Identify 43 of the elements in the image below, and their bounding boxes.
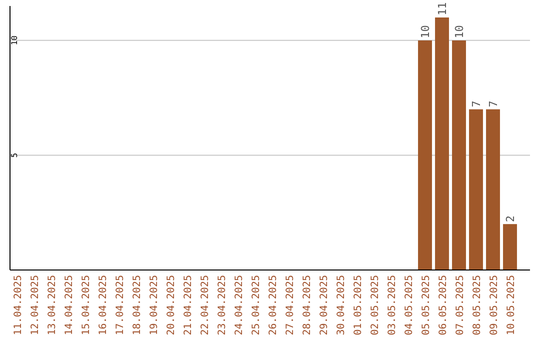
x-tick-label: 10.05.2025: [506, 275, 517, 336]
x-tick-label: 30.04.2025: [336, 275, 347, 336]
x-tick-label: 13.04.2025: [47, 275, 58, 336]
x-tick-label: 09.05.2025: [489, 275, 500, 336]
x-tick-label: 22.04.2025: [200, 275, 211, 336]
x-tick-label: 17.04.2025: [115, 275, 126, 336]
x-tick-label: 12.04.2025: [30, 275, 41, 336]
x-tick-label: 24.04.2025: [234, 275, 245, 336]
x-tick-label: 15.04.2025: [81, 275, 92, 336]
x-tick-label: 27.04.2025: [285, 275, 296, 336]
x-tick-label: 28.04.2025: [302, 275, 313, 336]
x-tick-label: 25.04.2025: [251, 275, 262, 336]
bar: [452, 40, 466, 270]
x-tick-label: 02.05.2025: [370, 275, 381, 336]
data-label: 10: [419, 25, 432, 38]
x-tick-label: 18.04.2025: [132, 275, 143, 336]
y-tick-label: 5: [10, 152, 19, 158]
x-tick-label: 07.05.2025: [455, 275, 466, 336]
x-tick-label: 19.04.2025: [149, 275, 160, 336]
x-tick-label: 03.05.2025: [387, 275, 398, 336]
x-tick-label: 05.05.2025: [421, 275, 432, 336]
x-tick-label: 14.04.2025: [64, 275, 75, 336]
x-tick-label: 04.05.2025: [404, 275, 415, 336]
x-tick-label: 20.04.2025: [166, 275, 177, 336]
data-label: 2: [504, 215, 517, 222]
x-tick-label: 26.04.2025: [268, 275, 279, 336]
x-tick-label: 23.04.2025: [217, 275, 228, 336]
data-label: 11: [436, 2, 449, 16]
x-tick-label: 11.04.2025: [13, 275, 24, 336]
x-tick-label: 21.04.2025: [183, 275, 194, 336]
bar: [486, 109, 500, 270]
data-label: 10: [453, 25, 466, 38]
bar: [418, 40, 432, 270]
x-tick-label: 16.04.2025: [98, 275, 109, 336]
data-label: 7: [470, 100, 483, 108]
bar: [503, 224, 517, 270]
x-tick-label: 06.05.2025: [438, 275, 449, 336]
x-tick-label: 29.04.2025: [319, 275, 330, 336]
bar: [435, 17, 449, 270]
bar: [469, 109, 483, 270]
x-tick-label: 01.05.2025: [353, 275, 364, 336]
x-tick-label: 08.05.2025: [472, 275, 483, 336]
data-label: 7: [487, 100, 500, 108]
